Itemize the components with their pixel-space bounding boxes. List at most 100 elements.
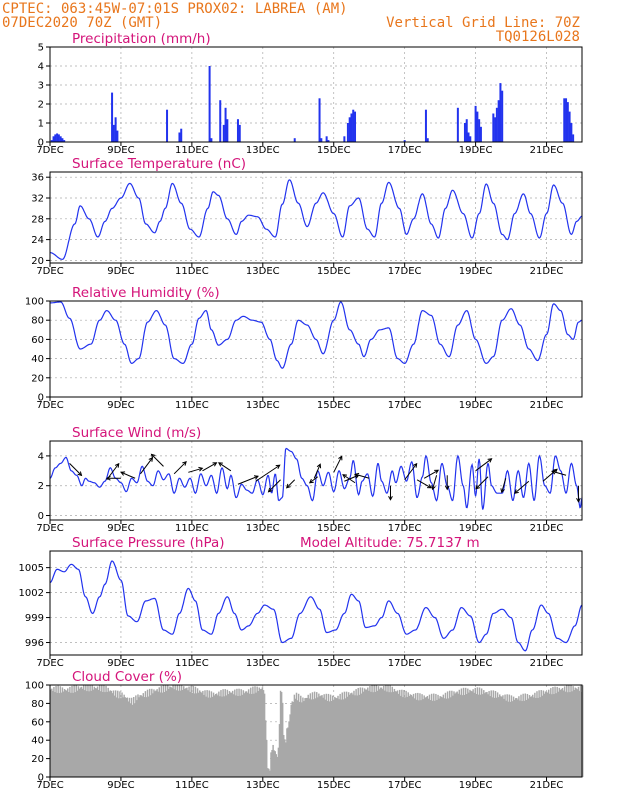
x-tick-label: 11DEC xyxy=(175,523,209,534)
cloud-bar xyxy=(251,693,253,777)
precip-bar xyxy=(474,105,477,142)
cloud-bar xyxy=(579,685,582,777)
wind-vector xyxy=(255,464,281,482)
cloud-bar xyxy=(322,697,324,777)
cloud-bar xyxy=(435,693,437,777)
cloud-bar xyxy=(535,698,537,777)
cloud-bar xyxy=(490,690,492,777)
x-tick-label: 9DEC xyxy=(107,400,134,411)
plot-frame xyxy=(49,684,583,778)
x-tick-label: 17DEC xyxy=(388,145,422,156)
cloud-bar xyxy=(522,693,524,777)
cloud-bar xyxy=(474,687,476,777)
cloud-bar xyxy=(323,694,325,777)
x-tick-label: 13DEC xyxy=(246,523,280,534)
cloud-bar xyxy=(527,698,530,777)
cloud-bar xyxy=(263,693,266,777)
precip-bar xyxy=(479,126,482,142)
cloud-bar xyxy=(277,747,280,777)
cloud-bar xyxy=(409,694,412,777)
x-tick-label: 7DEC xyxy=(36,400,63,411)
cloud-bar xyxy=(300,695,302,777)
y-tick-label: 4 xyxy=(38,62,44,73)
cloud-bar xyxy=(89,685,91,777)
x-tick-label: 7DEC xyxy=(36,658,63,669)
precip-bar xyxy=(497,100,500,142)
plot-frame xyxy=(49,300,583,398)
cloud-bar xyxy=(576,689,579,777)
cloud-bar xyxy=(346,696,349,777)
y-tick-label: 80 xyxy=(31,316,44,327)
cloud-bar xyxy=(153,689,155,777)
cloud-bar xyxy=(566,685,568,777)
cloud-bar xyxy=(155,690,157,777)
cloud-bar xyxy=(359,687,362,777)
cloud-bar xyxy=(111,693,114,777)
cloud-bar xyxy=(186,687,188,777)
cloud-bar xyxy=(223,696,225,777)
cloud-bar xyxy=(158,687,160,777)
cloud-bar xyxy=(574,687,577,777)
cloud-bar xyxy=(416,699,418,777)
cloud-bar xyxy=(284,739,286,777)
cloud-bar xyxy=(529,696,532,777)
cloud-bar xyxy=(326,700,329,777)
cloud-bar xyxy=(414,693,417,777)
cloud-bar xyxy=(509,701,512,777)
cloud-bar xyxy=(220,690,222,777)
y-tick-label: 1005 xyxy=(19,563,44,574)
cloud-bar xyxy=(356,695,358,777)
plot-frame xyxy=(49,440,583,521)
cloud-bar xyxy=(560,689,563,777)
wind-vector xyxy=(514,480,530,494)
cloud-bar xyxy=(376,690,379,777)
x-tick-label: 17DEC xyxy=(388,266,422,277)
cloud-bar xyxy=(510,695,513,777)
cloud-bar xyxy=(132,697,135,777)
cloud-bar xyxy=(63,689,66,777)
wind-vector xyxy=(416,479,432,489)
cloud-bar xyxy=(428,694,431,777)
precip-bar xyxy=(566,102,569,142)
cloud-bar xyxy=(513,699,516,777)
plot-frame xyxy=(49,171,583,264)
cloud-bar xyxy=(523,700,525,777)
cloud-bar xyxy=(255,692,257,777)
cloud-bar xyxy=(171,687,173,777)
cloud-bar xyxy=(573,689,575,777)
cloud-bar xyxy=(224,689,226,777)
precip-bar xyxy=(346,123,349,142)
cloud-bar xyxy=(283,735,285,777)
cloud-bar xyxy=(570,685,572,777)
temp-line xyxy=(49,179,583,260)
cloud-bar xyxy=(339,693,341,777)
cloud-bar xyxy=(276,756,279,777)
cloud-bar xyxy=(316,692,318,777)
cloud-bar xyxy=(459,694,462,777)
precip-bar xyxy=(178,132,181,142)
cloud-bar xyxy=(447,698,450,777)
cloud-bar xyxy=(56,692,58,777)
cloud-bar xyxy=(60,692,63,777)
x-tick-label: 7DEC xyxy=(36,145,63,156)
cloud-bar xyxy=(520,694,522,777)
cloud-bar xyxy=(403,690,405,777)
cloud-bar xyxy=(531,694,534,777)
cloud-bar xyxy=(470,690,472,777)
cloud-bar xyxy=(188,686,190,777)
cloud-bar xyxy=(406,696,408,777)
cloud-bar xyxy=(78,688,81,777)
cloud-bar xyxy=(240,689,242,777)
cloud-bar xyxy=(108,691,110,777)
cloud-bar xyxy=(377,686,380,777)
cloud-bar xyxy=(314,698,317,777)
panel-temp: 7DEC 9DEC 11DEC 13DEC 15DEC 17DEC 19DEC 21DEC 20… xyxy=(31,156,583,277)
cloud-bar xyxy=(156,689,158,777)
cloud-bar xyxy=(429,700,432,777)
cloud-bar xyxy=(540,690,542,777)
cloud-bar xyxy=(525,699,528,777)
cloud-bar xyxy=(423,695,425,777)
wind-vector xyxy=(423,469,440,479)
x-tick-label: 17DEC xyxy=(388,400,422,411)
cloud-bar xyxy=(463,694,466,777)
